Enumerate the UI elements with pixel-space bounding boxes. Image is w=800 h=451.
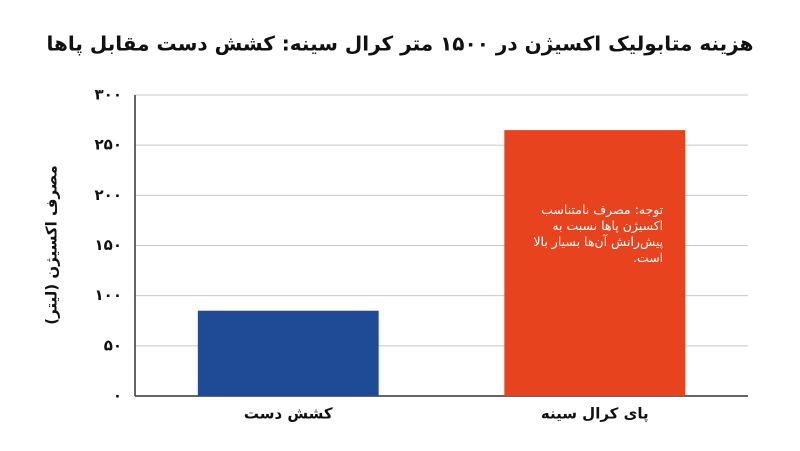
y-axis-label: مصرف اکسیژن (لیتر): [43, 165, 61, 325]
y-tick-label: ۲۰۰: [95, 186, 122, 204]
annotation: توجه: مصرف نامتناسب اکسیژن پاها نسبت به …: [533, 202, 664, 266]
bar: [197, 310, 379, 396]
bar: [504, 130, 686, 396]
y-tick-label: ۲۵۰: [95, 136, 122, 154]
x-tick-label: پای کرال سینه: [541, 405, 649, 424]
y-tick-label: ۱۰۰: [95, 286, 122, 304]
y-tick-label: ۰: [113, 387, 122, 405]
x-tick-label: کشش دست: [244, 405, 333, 423]
chart-title: هزینه متابولیک اکسیژن در ۱۵۰۰ متر کرال س…: [47, 32, 754, 57]
y-tick-label: ۱۵۰: [95, 236, 122, 254]
y-tick-label: ۳۰۰: [95, 86, 122, 104]
y-tick-label: ۵۰: [104, 336, 122, 354]
